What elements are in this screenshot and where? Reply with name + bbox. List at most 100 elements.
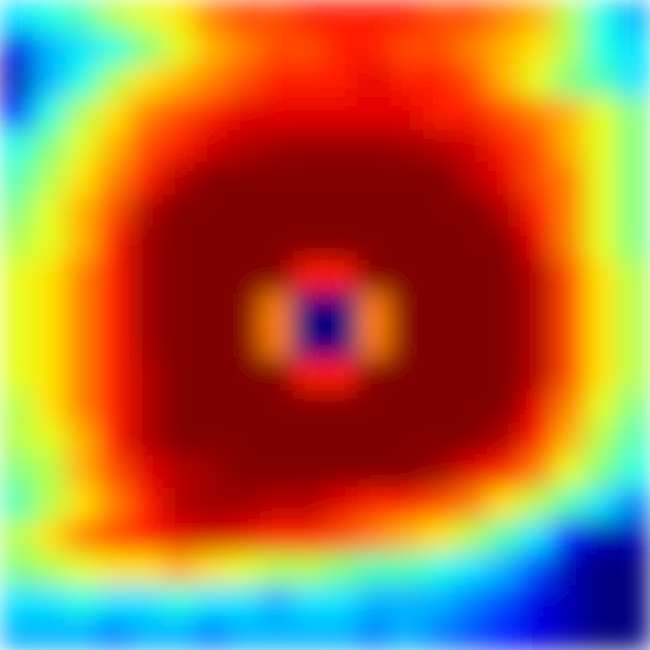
heat-cell (390, 455, 423, 488)
heat-cell (0, 130, 33, 163)
heat-cell (33, 130, 66, 163)
heat-cell (195, 423, 228, 456)
heat-cell (293, 423, 326, 456)
heat-cell (585, 455, 618, 488)
heat-cell (390, 195, 423, 228)
heat-cell (488, 98, 521, 131)
heatmap-svg (0, 0, 650, 650)
heat-cell (423, 98, 456, 131)
heat-cell (130, 520, 163, 553)
heat-cell (33, 98, 66, 131)
heat-cell (130, 293, 163, 326)
heat-cell (130, 358, 163, 391)
heat-cell (33, 488, 66, 521)
heat-cell (358, 65, 391, 98)
heat-cell (325, 455, 358, 488)
heat-cell (455, 98, 488, 131)
heat-cell (423, 293, 456, 326)
heat-cell (488, 33, 521, 66)
heat-cell (98, 0, 131, 33)
heat-cell (163, 585, 196, 618)
heat-cell (293, 260, 326, 293)
heat-cell (98, 163, 131, 196)
heat-cell (163, 65, 196, 98)
heat-cell (325, 130, 358, 163)
heat-cell (618, 130, 650, 163)
heat-cell (33, 260, 66, 293)
heat-cell (0, 488, 33, 521)
heat-cell (163, 488, 196, 521)
heat-cell (65, 0, 98, 33)
heat-cell (520, 228, 553, 261)
heat-cell (390, 33, 423, 66)
heat-cell (33, 455, 66, 488)
heat-cell (130, 228, 163, 261)
heat-cell (33, 553, 66, 586)
heat-cell (0, 65, 33, 98)
heat-cell (618, 65, 650, 98)
heat-cell (98, 585, 131, 618)
heat-cell (553, 455, 586, 488)
heat-cell (553, 130, 586, 163)
heat-cell (65, 325, 98, 358)
heat-cell (293, 325, 326, 358)
heat-cell (228, 163, 261, 196)
heat-cell (130, 488, 163, 521)
heat-cell (65, 423, 98, 456)
heat-cell (553, 228, 586, 261)
heat-cell (293, 488, 326, 521)
heat-cell (455, 163, 488, 196)
heat-cell (390, 423, 423, 456)
heat-cell (618, 33, 650, 66)
heat-cell (293, 98, 326, 131)
heat-cell (553, 65, 586, 98)
heat-cell (618, 423, 650, 456)
heat-cell (325, 325, 358, 358)
heat-cell (553, 260, 586, 293)
heat-cell (195, 163, 228, 196)
heat-cell (98, 423, 131, 456)
heat-cell (98, 390, 131, 423)
heat-cell (33, 423, 66, 456)
heat-cell (618, 618, 650, 650)
heat-cell (325, 65, 358, 98)
heat-cell (98, 33, 131, 66)
heat-cell (325, 390, 358, 423)
heat-cell (163, 260, 196, 293)
heat-cell (390, 358, 423, 391)
heat-cell (260, 358, 293, 391)
heat-cell (488, 423, 521, 456)
heat-cell (585, 260, 618, 293)
heat-cell (293, 163, 326, 196)
heat-cell (293, 520, 326, 553)
heat-cell (260, 520, 293, 553)
heat-cell (325, 358, 358, 391)
heat-cell (33, 293, 66, 326)
heat-cell (455, 33, 488, 66)
heat-cell (390, 130, 423, 163)
heat-cell (488, 553, 521, 586)
heat-cell (520, 325, 553, 358)
heat-cell (325, 0, 358, 33)
heat-cell (98, 130, 131, 163)
heat-cell (585, 65, 618, 98)
heat-cell (325, 423, 358, 456)
heat-cell (585, 163, 618, 196)
heat-cell (423, 585, 456, 618)
heat-cell (585, 325, 618, 358)
heat-cell (553, 358, 586, 391)
heat-cell (423, 163, 456, 196)
heat-cell (130, 260, 163, 293)
plot-area (0, 0, 650, 650)
heat-cell (98, 618, 131, 650)
heat-cell (195, 618, 228, 650)
heat-cell (65, 293, 98, 326)
heat-cell (65, 195, 98, 228)
heat-cell (33, 325, 66, 358)
heat-cell (293, 33, 326, 66)
heat-cell (228, 553, 261, 586)
heat-cell (325, 228, 358, 261)
heat-cell (390, 0, 423, 33)
heat-cell (520, 390, 553, 423)
heat-cell (293, 130, 326, 163)
